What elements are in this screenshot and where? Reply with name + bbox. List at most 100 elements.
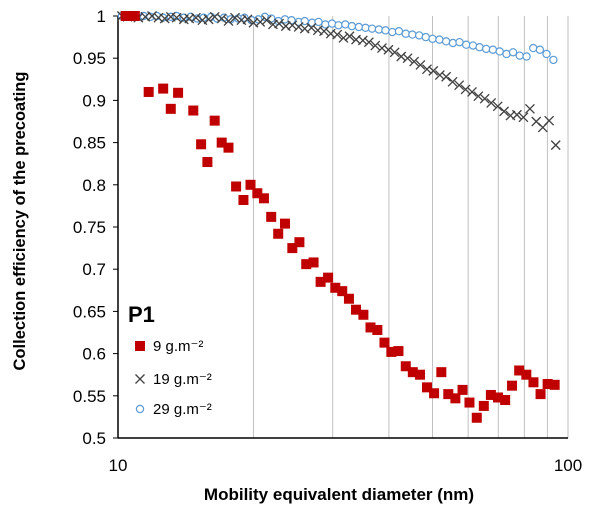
data-point — [450, 393, 461, 404]
data-point — [203, 14, 214, 25]
data-point — [245, 179, 256, 190]
panel-annotation: P1 — [128, 302, 155, 327]
data-point — [230, 12, 240, 23]
data-point — [434, 70, 445, 81]
data-point — [337, 286, 348, 297]
data-point — [306, 22, 317, 33]
data-point — [422, 64, 432, 75]
data-point — [393, 346, 404, 357]
data-point — [315, 276, 326, 287]
y-tick-label: 0.5 — [82, 429, 106, 448]
data-point — [261, 15, 272, 26]
x-tick-label: 10 — [109, 456, 128, 475]
data-point — [457, 384, 468, 395]
data-point — [358, 309, 369, 320]
data-point — [190, 12, 201, 23]
data-point — [400, 361, 411, 372]
data-point — [493, 392, 504, 403]
x-tick-label: 100 — [554, 456, 582, 475]
data-point — [344, 31, 355, 42]
data-point — [143, 86, 154, 97]
data-point — [365, 322, 376, 333]
data-point — [542, 49, 551, 59]
data-point — [408, 30, 417, 39]
data-point — [467, 87, 477, 97]
y-tick-label: 0.65 — [73, 302, 106, 321]
data-point — [441, 37, 451, 46]
data-point — [396, 51, 407, 62]
data-point — [544, 115, 555, 126]
y-tick-label: 0.75 — [73, 218, 106, 237]
data-point — [415, 369, 426, 380]
data-point — [428, 65, 439, 76]
y-tick-label: 0.85 — [73, 134, 106, 153]
data-point — [330, 282, 341, 293]
data-point — [549, 55, 558, 65]
y-tick-label: 0.8 — [82, 176, 106, 195]
data-point — [454, 80, 465, 91]
data-point — [158, 83, 169, 94]
data-point — [500, 395, 511, 406]
data-point — [473, 91, 484, 102]
data-point — [485, 389, 496, 400]
series-x — [116, 11, 561, 151]
data-point — [287, 243, 298, 254]
data-point — [471, 412, 482, 423]
data-point — [389, 47, 400, 58]
data-point — [351, 304, 362, 315]
data-point — [529, 43, 538, 53]
data-point — [216, 13, 227, 24]
data-point — [407, 367, 418, 378]
data-point — [443, 389, 454, 400]
data-point — [409, 56, 420, 67]
legend-marker-x — [135, 374, 145, 384]
y-tick-label: 0.9 — [82, 91, 106, 110]
data-point — [159, 13, 170, 24]
data-point — [521, 369, 532, 380]
y-tick-label: 0.6 — [82, 345, 106, 364]
data-point — [294, 237, 305, 248]
legend-label: 19 g.m⁻² — [153, 371, 212, 388]
data-point — [279, 218, 290, 229]
y-axis-title: Collection efficiency of the precoating — [11, 72, 29, 371]
data-point — [334, 21, 343, 30]
data-point — [347, 21, 357, 31]
data-point — [323, 272, 334, 283]
data-point — [441, 71, 452, 82]
tick-labels: 0.5 0.55 0.6 0.65 0.7 0.75 0.8 0.85 0.9 0.95 1 10 10… — [73, 7, 582, 475]
data-point — [293, 22, 304, 32]
data-point — [488, 45, 498, 54]
data-point — [357, 35, 368, 46]
data-point — [363, 37, 374, 48]
data-point — [308, 257, 319, 268]
data-point — [514, 365, 525, 376]
data-point — [120, 11, 131, 21]
data-point — [332, 29, 343, 40]
data-point — [383, 44, 394, 55]
y-tick-label: 0.95 — [73, 49, 106, 68]
data-point — [338, 32, 349, 43]
data-point — [515, 51, 524, 60]
data-point — [492, 101, 503, 112]
data-point — [394, 26, 404, 36]
data-point — [464, 397, 475, 408]
data-point — [495, 47, 504, 56]
data-point — [499, 106, 510, 117]
series-square — [120, 11, 560, 423]
data-point — [475, 43, 484, 52]
data-point — [402, 53, 413, 64]
data-point — [188, 105, 199, 116]
data-point — [202, 157, 213, 168]
y-tick-label: 0.55 — [73, 387, 106, 406]
data-point — [549, 379, 560, 390]
data-point — [223, 16, 234, 27]
data-point — [287, 20, 298, 31]
y-tick-label: 0.7 — [82, 260, 106, 279]
data-point — [508, 48, 518, 57]
legend: 9 g.m⁻² 19 g.m⁻² 29 g.m⁻² — [135, 338, 212, 418]
data-point — [231, 181, 242, 192]
data-point — [428, 34, 437, 43]
data-point — [421, 382, 432, 393]
